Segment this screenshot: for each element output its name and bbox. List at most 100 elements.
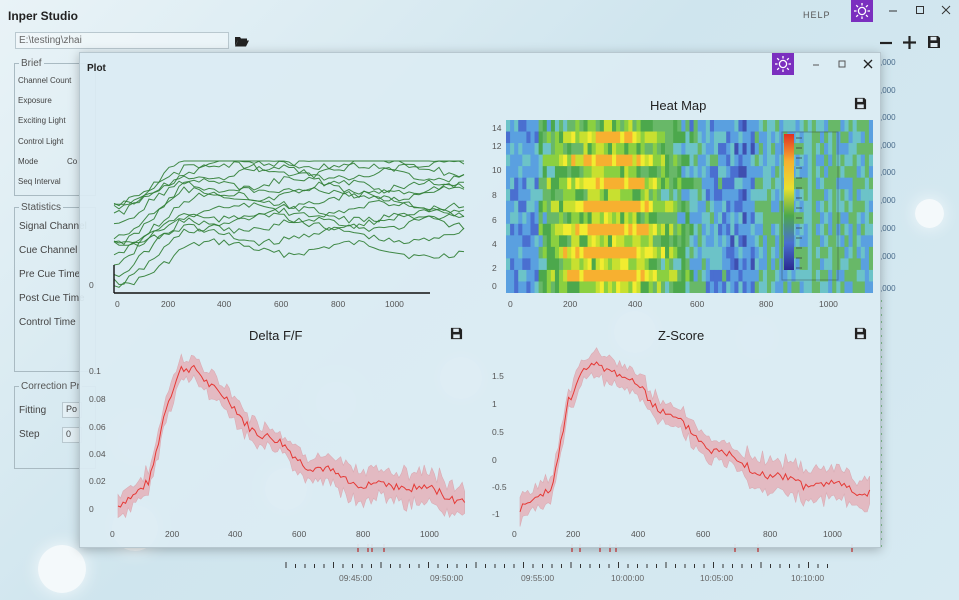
trace-line bbox=[113, 227, 465, 286]
heatmap-cell bbox=[632, 212, 637, 225]
heatmap-cell bbox=[832, 166, 837, 179]
step-input[interactable]: 0 bbox=[62, 427, 82, 443]
heatmap-cell bbox=[648, 177, 654, 190]
heatmap-cell bbox=[677, 212, 682, 225]
trace-line bbox=[113, 178, 465, 246]
heatmap-cell bbox=[599, 281, 605, 293]
heatmap-cell bbox=[787, 281, 792, 293]
heatmap-cell bbox=[506, 154, 511, 167]
heatmap-cell bbox=[860, 258, 866, 271]
heatmap-cell bbox=[546, 189, 552, 202]
zoom-out-icon[interactable] bbox=[879, 36, 893, 50]
heatmap-cell bbox=[673, 223, 678, 236]
heatmap-cell bbox=[616, 235, 621, 248]
heatmap-cell bbox=[534, 200, 540, 213]
heatmap-cell bbox=[518, 235, 523, 248]
background-tick: ,000 bbox=[880, 113, 896, 122]
heatmap-cell bbox=[554, 143, 560, 155]
heatmap-cell bbox=[754, 269, 760, 282]
heatmap-cell bbox=[718, 246, 723, 259]
heatmap-cell bbox=[693, 120, 699, 132]
heatmap-cell bbox=[546, 143, 552, 155]
heatmap-cell bbox=[713, 120, 719, 132]
close-button[interactable] bbox=[938, 3, 954, 19]
heatmap-cell bbox=[677, 200, 682, 213]
heatmap-cell bbox=[656, 189, 662, 202]
heatmap-cell bbox=[746, 246, 752, 259]
heatmap-cell bbox=[660, 120, 666, 132]
heatmap-cell bbox=[628, 166, 633, 179]
heatmap-cell bbox=[652, 200, 658, 213]
plot-close-button[interactable] bbox=[860, 57, 876, 73]
minimize-button[interactable] bbox=[885, 3, 901, 19]
heatmap-cell bbox=[840, 166, 845, 179]
heatmap-cell bbox=[754, 154, 760, 167]
heatmap-cell bbox=[510, 166, 515, 179]
theme-button[interactable] bbox=[851, 0, 873, 22]
heatmap-cell bbox=[575, 166, 580, 179]
brief-channel-count: Channel Count bbox=[18, 76, 72, 85]
heatmap-cell bbox=[640, 281, 646, 293]
heatmap-cell bbox=[665, 258, 670, 271]
heatmap-cell bbox=[750, 120, 756, 132]
heatmap-cell bbox=[563, 258, 568, 271]
heatmap-cell bbox=[864, 223, 870, 236]
delta-save-icon[interactable] bbox=[450, 327, 463, 340]
heatmap-cell bbox=[726, 177, 731, 190]
heatmap-cell bbox=[819, 223, 825, 236]
path-input[interactable] bbox=[15, 32, 229, 49]
heatmap-cell bbox=[677, 154, 682, 167]
heatmap-cell bbox=[771, 200, 776, 213]
save-icon[interactable] bbox=[927, 35, 941, 49]
heatmap-cell bbox=[852, 258, 858, 271]
statistics-legend: Statistics bbox=[21, 202, 62, 213]
heatmap-cell bbox=[766, 189, 772, 202]
heatmap-cell bbox=[534, 189, 540, 202]
heatmap-cell bbox=[669, 200, 674, 213]
heatmap-cell bbox=[709, 189, 715, 202]
heatmap-cell bbox=[828, 154, 833, 167]
heatmap-cell bbox=[868, 177, 873, 190]
heatmap-cell bbox=[526, 154, 531, 167]
heatmap-cell bbox=[824, 269, 829, 282]
heatmap-cell bbox=[705, 235, 711, 248]
heatmap-cell bbox=[567, 143, 572, 155]
heatmap-cell bbox=[697, 212, 703, 225]
heatmap-cell bbox=[591, 281, 597, 293]
brief-mode-value: Co bbox=[67, 157, 78, 166]
heatmap-ytick: 6 bbox=[492, 215, 497, 225]
plot-minimize-button[interactable] bbox=[808, 57, 824, 73]
heatmap-cell bbox=[559, 166, 564, 179]
heatmap-cell bbox=[730, 154, 735, 167]
zoom-in-icon[interactable] bbox=[902, 35, 917, 50]
trace-xtick: 0 bbox=[115, 299, 120, 309]
heatmap-cell bbox=[726, 235, 731, 248]
heatmap-cell bbox=[603, 235, 609, 248]
heatmap-cell bbox=[571, 200, 576, 213]
heatmap-cell bbox=[758, 212, 764, 225]
heatmap-cell bbox=[701, 258, 707, 271]
zscore-save-icon[interactable] bbox=[854, 327, 867, 340]
heatmap-cell bbox=[660, 246, 666, 259]
heatmap-cell bbox=[522, 223, 527, 236]
heatmap-cell bbox=[591, 189, 597, 202]
heatmap-cell bbox=[718, 281, 723, 293]
heatmap-cell bbox=[607, 269, 613, 282]
plot-theme-button[interactable] bbox=[772, 53, 794, 75]
maximize-button[interactable] bbox=[912, 3, 928, 19]
heatmap-cell bbox=[591, 166, 597, 179]
heatmap-cell bbox=[518, 189, 523, 202]
background-tick: ,000 bbox=[880, 141, 896, 150]
heatmap-cell bbox=[848, 200, 854, 213]
heatmap-cell bbox=[530, 154, 535, 167]
plot-maximize-button[interactable] bbox=[834, 57, 850, 73]
heatmap-cell bbox=[787, 269, 792, 282]
heatmap-cell bbox=[685, 246, 690, 259]
heatmap-save-icon[interactable] bbox=[854, 97, 867, 110]
heatmap-cell bbox=[775, 120, 780, 132]
open-folder-icon[interactable] bbox=[235, 36, 249, 47]
heatmap-cell bbox=[730, 281, 735, 293]
heatmap-cell bbox=[701, 281, 707, 293]
heatmap-cell bbox=[811, 131, 817, 144]
help-menu[interactable]: HELP bbox=[803, 10, 831, 20]
